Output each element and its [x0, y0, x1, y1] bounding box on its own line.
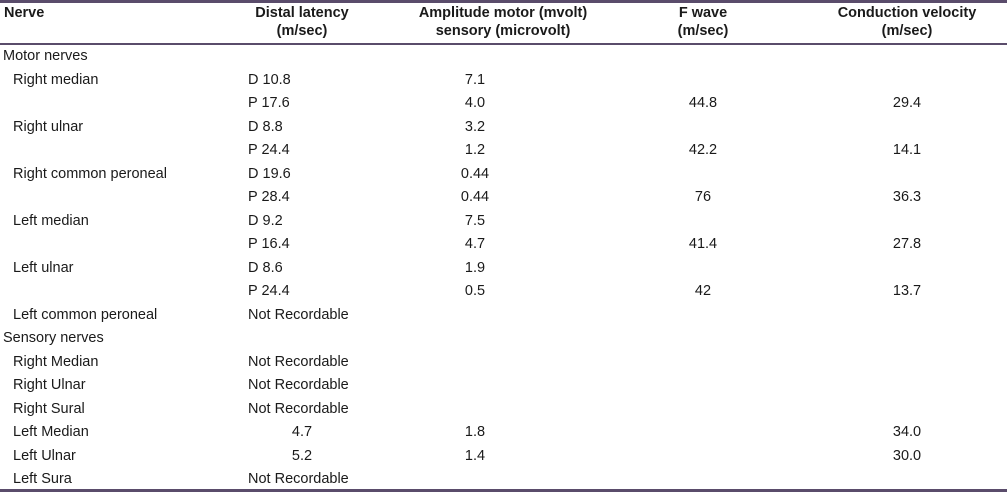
cell-nerve: Right Ulnar [13, 377, 86, 393]
cell-conduction-velocity: 27.8 [892, 236, 922, 252]
cell-distal-latency: P 24.4 [248, 283, 290, 299]
table-row: Right common peroneal D 19.6 0.44 [0, 163, 1007, 187]
cell-amplitude: 7.1 [464, 71, 486, 88]
cell-nerve: Right common peroneal [13, 165, 167, 182]
cell-nerve: Left Sura [13, 471, 72, 487]
cell-amplitude: 0.44 [460, 189, 490, 205]
table-row: P 24.4 1.2 42.2 14.1 [0, 139, 1007, 163]
table-row: Motor nerves [0, 45, 1007, 69]
table-row: P 24.4 0.5 42 13.7 [0, 280, 1007, 304]
cell-distal-latency: D 8.8 [248, 118, 283, 135]
cell-distal-latency: 5.2 [291, 447, 313, 464]
header-bottom-rule [0, 43, 1007, 45]
cell-f-wave: 42 [694, 283, 712, 299]
table-row: Left Ulnar 5.2 1.4 30.0 [0, 445, 1007, 469]
cell-amplitude: 1.9 [464, 259, 486, 276]
header-conduction-velocity: Conduction velocity (m/sec) [837, 5, 977, 39]
cell-nerve: Left ulnar [13, 259, 74, 276]
header-nerve: Nerve [4, 5, 45, 21]
cell-conduction-velocity: 29.4 [892, 95, 922, 111]
cell-amplitude: 3.2 [464, 118, 486, 135]
table-row: P 28.4 0.44 76 36.3 [0, 186, 1007, 210]
cell-distal-latency: P 16.4 [248, 236, 290, 252]
header-distal-latency: Distal latency (m/sec) [255, 5, 349, 39]
table-row: Left median D 9.2 7.5 [0, 210, 1007, 234]
cell-nerve: Left common peroneal [13, 306, 158, 323]
cell-amplitude: 1.2 [464, 142, 486, 158]
header-amplitude: Amplitude motor (mvolt) sensory (microvol… [418, 5, 588, 39]
cell-distal-latency: Not Recordable [248, 377, 349, 393]
cell-distal-latency: Not Recordable [248, 306, 349, 323]
table-row: Left ulnar D 8.6 1.9 [0, 257, 1007, 281]
cell-distal-latency: 4.7 [291, 424, 313, 440]
cell-f-wave: 44.8 [688, 95, 718, 111]
cell-amplitude: 1.4 [464, 447, 486, 464]
table-row: P 17.6 4.0 44.8 29.4 [0, 92, 1007, 116]
table-row: Sensory nerves [0, 327, 1007, 351]
cell-conduction-velocity: 13.7 [892, 283, 922, 299]
cell-nerve: Motor nerves [3, 48, 88, 64]
table-row: Right Sural Not Recordable [0, 398, 1007, 422]
table-row: Left common peroneal Not Recordable [0, 304, 1007, 328]
cell-distal-latency: Not Recordable [248, 471, 349, 487]
cell-f-wave: 41.4 [688, 236, 718, 252]
cell-amplitude: 4.0 [464, 95, 486, 111]
table-header: Nerve Distal latency (m/sec) Amplitude mo… [0, 0, 1007, 45]
cell-f-wave: 76 [694, 189, 712, 205]
header-f-wave: F wave (m/sec) [677, 5, 729, 39]
cell-nerve: Right ulnar [13, 118, 84, 135]
cell-conduction-velocity: 34.0 [892, 424, 922, 440]
cell-distal-latency: P 28.4 [248, 189, 290, 205]
table-row: Right Ulnar Not Recordable [0, 374, 1007, 398]
cell-nerve: Right Sural [13, 400, 85, 417]
cell-distal-latency: Not Recordable [248, 353, 349, 370]
cell-nerve: Sensory nerves [3, 330, 104, 346]
cell-distal-latency: P 17.6 [248, 95, 290, 111]
cell-f-wave: 42.2 [688, 142, 718, 158]
cell-amplitude: 4.7 [464, 236, 486, 252]
cell-amplitude: 7.5 [464, 212, 486, 229]
table-row: Left Median 4.7 1.8 34.0 [0, 421, 1007, 445]
cell-nerve: Right Median [13, 353, 99, 370]
table-bottom-rule [0, 489, 1007, 492]
table-row: Left Sura Not Recordable [0, 468, 1007, 492]
header-top-rule [0, 0, 1007, 3]
cell-distal-latency: D 9.2 [248, 212, 283, 229]
cell-conduction-velocity: 30.0 [892, 447, 922, 464]
cell-distal-latency: Not Recordable [248, 400, 349, 417]
table-row: Right ulnar D 8.8 3.2 [0, 116, 1007, 140]
cell-distal-latency: D 19.6 [248, 165, 291, 182]
cell-distal-latency: D 8.6 [248, 259, 283, 276]
cell-conduction-velocity: 36.3 [892, 189, 922, 205]
table-row: P 16.4 4.7 41.4 27.8 [0, 233, 1007, 257]
cell-amplitude: 1.8 [464, 424, 486, 440]
cell-nerve: Left Median [13, 424, 89, 440]
cell-nerve: Right median [13, 71, 99, 88]
cell-amplitude: 0.5 [464, 283, 486, 299]
cell-conduction-velocity: 14.1 [892, 142, 922, 158]
cell-distal-latency: D 10.8 [248, 71, 291, 88]
cell-distal-latency: P 24.4 [248, 142, 290, 158]
table-row: Right Median Not Recordable [0, 351, 1007, 375]
cell-nerve: Left median [13, 212, 89, 229]
cell-nerve: Left Ulnar [13, 447, 76, 464]
table-row: Right median D 10.8 7.1 [0, 69, 1007, 93]
cell-amplitude: 0.44 [460, 165, 490, 182]
